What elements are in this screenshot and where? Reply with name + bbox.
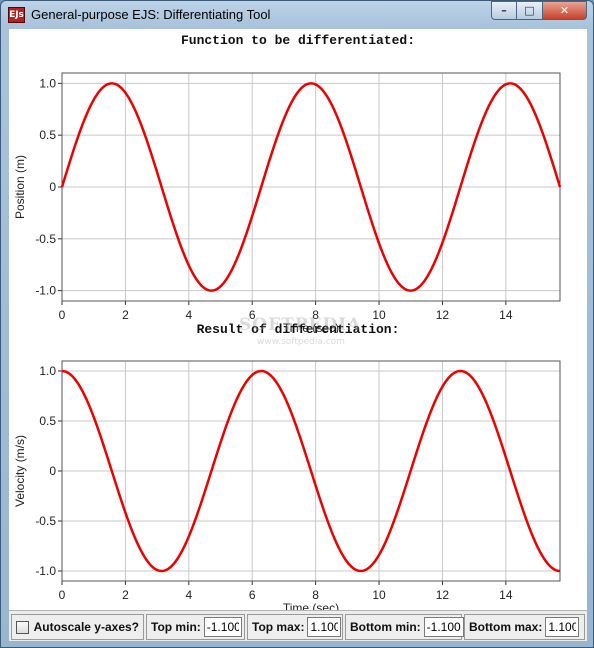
y-tick-label: 0.5 xyxy=(39,414,56,428)
bottom-max-control: Bottom max: xyxy=(464,614,585,640)
bottom-min-label: Bottom min: xyxy=(350,620,421,634)
y-tick-label: 0 xyxy=(49,180,56,194)
autoscale-checkbox[interactable] xyxy=(16,620,29,634)
y-tick-label: -0.5 xyxy=(35,514,56,528)
ejs-app-icon[interactable]: EJs xyxy=(8,7,25,23)
autoscale-label: Autoscale y-axes? xyxy=(33,620,139,634)
y-tick-label: -1.0 xyxy=(35,284,56,298)
control-panel: Autoscale y-axes? Top min: Top max: Bott… xyxy=(9,610,587,641)
top-max-control: Top max: xyxy=(247,614,343,640)
x-tick-label: 8 xyxy=(312,588,319,602)
y-axis-label: Position (m) xyxy=(13,155,27,219)
x-tick-label: 10 xyxy=(372,308,386,322)
velocity-plot: 0 2 4 6 8 10 12 14 1.0 0.5 0 -0.5 -1.0 Time (sec) Velo… xyxy=(13,360,561,611)
y-axis-label: Velocity (m/s) xyxy=(13,435,27,507)
softpedia-url-watermark: www.softpedia.com xyxy=(257,337,345,347)
client-area: Function to be differentiated: 0 2 4 6 8 10 12… xyxy=(9,29,587,641)
x-tick-label: 12 xyxy=(436,588,450,602)
y-tick-label: 0 xyxy=(49,464,56,478)
x-tick-label: 8 xyxy=(312,308,319,322)
x-tick-label: 4 xyxy=(185,588,192,602)
softpedia-watermark: SOFTPEDIA xyxy=(239,315,362,335)
title-bar[interactable]: EJs General-purpose EJS: Differentiating… xyxy=(1,1,593,29)
x-tick-label: 2 xyxy=(122,588,129,602)
x-axis-label: Time (sec) xyxy=(283,321,339,333)
top-plot-title: Function to be differentiated: xyxy=(180,33,416,48)
bottom-max-input[interactable] xyxy=(545,617,580,637)
data-series-line xyxy=(60,82,562,292)
top-max-label: Top max: xyxy=(252,620,305,634)
y-tick-label: 0.5 xyxy=(39,128,56,142)
x-tick-label: 6 xyxy=(249,588,256,602)
x-tick-label: 0 xyxy=(59,308,66,322)
y-tick-label: -1.0 xyxy=(35,564,56,578)
top-min-input[interactable] xyxy=(203,617,242,637)
y-tick-label: 1.0 xyxy=(39,76,56,90)
x-tick-label: 10 xyxy=(372,588,386,602)
minimize-button[interactable]: – xyxy=(491,1,517,20)
y-tick-label: -0.5 xyxy=(35,232,56,246)
bottom-max-label: Bottom max: xyxy=(469,620,543,634)
x-tick-label: 12 xyxy=(436,308,450,322)
x-tick-label: 4 xyxy=(185,308,192,322)
bottom-min-control: Bottom min: xyxy=(345,614,464,640)
position-plot: 0 2 4 6 8 10 12 14 1.0 0.5 0 -0.5 -1.0 Time (sec) Posi… xyxy=(13,72,562,333)
x-tick-label: 14 xyxy=(499,308,513,322)
close-button[interactable]: ✕ xyxy=(543,1,587,20)
x-tick-label: 0 xyxy=(59,588,66,602)
plot-frame xyxy=(61,360,561,582)
y-tick-label: 1.0 xyxy=(39,364,56,378)
data-series-line xyxy=(61,369,561,573)
x-tick-label: 14 xyxy=(499,588,513,602)
x-tick-label: 2 xyxy=(122,308,129,322)
top-min-control: Top min: xyxy=(146,614,245,640)
x-axis-label: Time (sec) xyxy=(283,601,339,611)
x-tick-label: 6 xyxy=(249,308,256,322)
window-title: General-purpose EJS: Differentiating Too… xyxy=(31,7,271,22)
window-controls: – □ ✕ xyxy=(491,1,587,20)
top-min-label: Top min: xyxy=(151,620,201,634)
maximize-button[interactable]: □ xyxy=(517,1,543,20)
bottom-min-input[interactable] xyxy=(423,617,464,637)
autoscale-control[interactable]: Autoscale y-axes? xyxy=(11,614,144,640)
top-max-input[interactable] xyxy=(307,617,342,637)
bottom-plot-title: Result of differentiation: xyxy=(196,322,400,337)
